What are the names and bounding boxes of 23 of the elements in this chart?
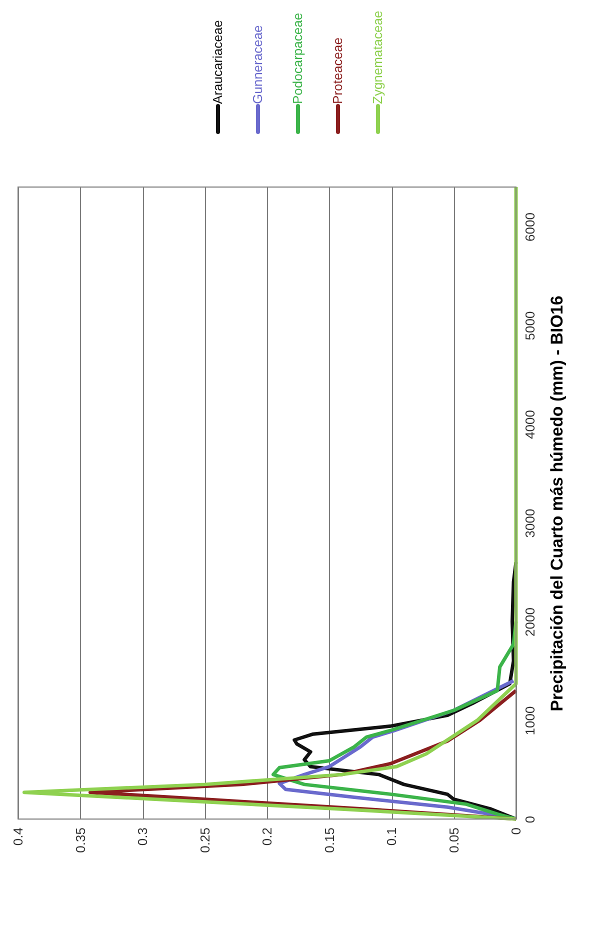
y-axis-title: Precipitación del Cuarto más húmedo (mm) - BIO16 [548, 296, 566, 712]
y-tick-label: 1000 [522, 706, 538, 736]
line-series [22, 185, 518, 821]
x-tick-label: 0.05 [446, 828, 462, 853]
text: Zygnemataceae [370, 10, 385, 104]
y-tick-label: 3000 [522, 508, 538, 538]
text: Gunneraceae [250, 25, 265, 104]
x-tick-label: 0.4 [10, 828, 26, 846]
x-tick-label: 0.1 [384, 828, 399, 846]
y-tick-label: 2000 [522, 608, 538, 636]
y-tick-label: 5000 [522, 311, 538, 340]
x-tick-label: 0.3 [135, 828, 150, 846]
x-tick-label: 0.2 [260, 828, 274, 846]
text: Proteaceae [330, 38, 345, 104]
text: Araucariaceae [210, 20, 225, 104]
text: Podocarpaceae [290, 12, 305, 104]
x-tick-label: 0.25 [197, 828, 212, 853]
x-tick-label: 0 [508, 828, 524, 835]
x-tick-label: 0.35 [72, 828, 88, 853]
y-tick-label: 0 [522, 816, 538, 824]
x-tick-label: 0.15 [322, 828, 337, 853]
y-tick-label: 6000 [522, 212, 538, 242]
y-tick-label: 4000 [522, 410, 538, 439]
